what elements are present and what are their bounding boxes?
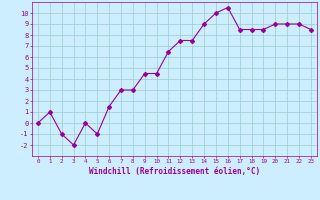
X-axis label: Windchill (Refroidissement éolien,°C): Windchill (Refroidissement éolien,°C) xyxy=(89,167,260,176)
